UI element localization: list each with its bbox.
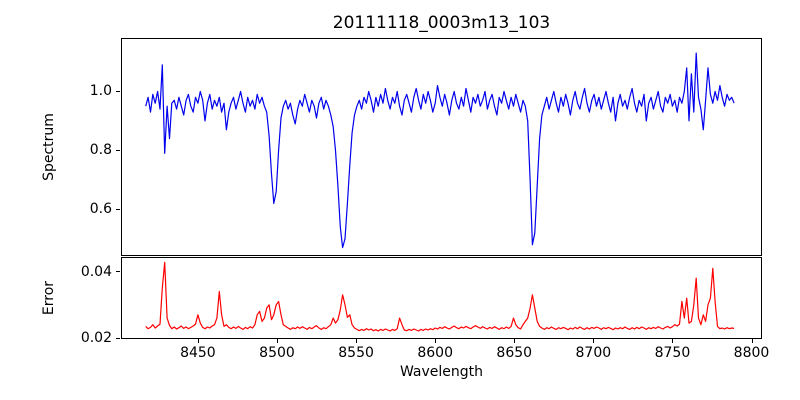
x-tick-mark [277,339,278,343]
error-plot-area [121,257,762,339]
y-tick-mark [116,90,120,92]
x-tick-label: 8450 [180,345,216,361]
x-tick-mark [593,339,595,343]
x-axis-label: Wavelength [399,364,484,380]
chart-title: 20111118_0003m13_103 [332,13,551,33]
y-tick-mark [116,149,120,151]
x-tick-label: 8750 [654,345,691,361]
x-tick-label: 8800 [733,345,770,361]
x-tick-label: 8650 [496,345,533,361]
x-tick-label: 8550 [338,345,374,361]
x-tick-label: 8500 [259,345,295,361]
x-tick-mark [356,339,358,343]
error-line-chart [145,261,735,332]
y-tick-mark [116,271,120,273]
spectrum-line-chart [145,52,735,249]
x-tick-label: 8700 [575,345,612,361]
x-tick-mark [197,339,199,343]
spectrum-plot-area [121,38,762,256]
y-tick-label: 0.04 [80,263,112,280]
spectrum-y-axis-label: Spectrum [41,113,57,181]
x-tick-mark [672,339,674,343]
spectrum-data-line [145,52,735,249]
x-tick-mark [751,339,753,343]
y-tick-label: 0.6 [89,201,112,218]
y-tick-label: 0.8 [89,142,112,159]
error-y-axis-label: Error [41,280,57,316]
x-tick-mark [435,339,437,343]
x-tick-label: 8600 [417,345,453,361]
y-tick-label: 0.02 [80,330,112,346]
y-tick-label: 1.0 [89,83,112,100]
x-tick-mark [514,339,516,343]
y-tick-mark [116,208,120,210]
error-data-line [145,261,735,332]
y-tick-mark [116,337,120,339]
